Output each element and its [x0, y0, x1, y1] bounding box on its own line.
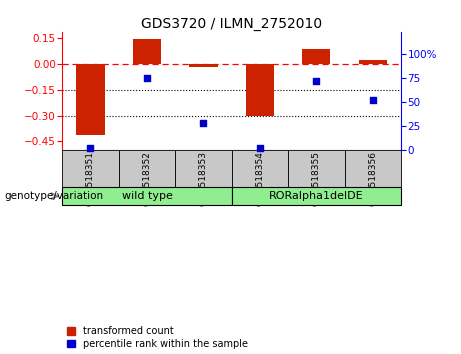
Bar — [77, 64, 105, 135]
Point — [313, 78, 320, 84]
Point — [87, 145, 94, 151]
Text: wild type: wild type — [122, 191, 172, 201]
Point — [200, 120, 207, 126]
Point — [256, 145, 264, 151]
Title: GDS3720 / ILMN_2752010: GDS3720 / ILMN_2752010 — [141, 17, 322, 31]
Bar — [344, 150, 401, 187]
Text: RORalpha1delDE: RORalpha1delDE — [269, 191, 364, 201]
Text: GSM518355: GSM518355 — [312, 151, 321, 206]
Text: GSM518352: GSM518352 — [142, 151, 152, 206]
Text: GSM518353: GSM518353 — [199, 151, 208, 206]
Bar — [231, 187, 401, 205]
Text: GSM518351: GSM518351 — [86, 151, 95, 206]
Bar — [231, 150, 288, 187]
Point — [369, 97, 377, 103]
Bar — [302, 49, 331, 64]
Bar — [288, 150, 344, 187]
Bar — [175, 150, 231, 187]
Text: GSM518354: GSM518354 — [255, 151, 265, 206]
Legend: transformed count, percentile rank within the sample: transformed count, percentile rank withi… — [67, 326, 248, 349]
Point — [143, 75, 151, 81]
Bar — [118, 150, 175, 187]
Bar — [62, 150, 118, 187]
Text: GSM518356: GSM518356 — [368, 151, 378, 206]
Bar — [62, 187, 231, 205]
Bar — [246, 64, 274, 116]
Bar — [359, 60, 387, 64]
Bar — [189, 64, 218, 67]
Text: genotype/variation: genotype/variation — [5, 191, 104, 201]
Bar — [133, 39, 161, 64]
